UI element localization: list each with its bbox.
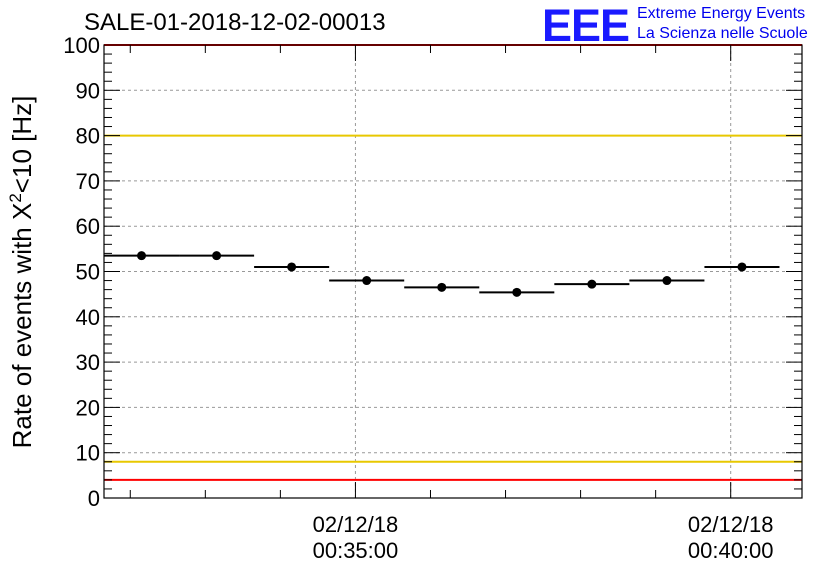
logo-subtitle-line2: La Scienza nelle Scuole <box>637 25 808 42</box>
y-tick-label: 10 <box>76 441 100 466</box>
y-axis-title: Rate of events with X2<10 [Hz] <box>6 96 37 449</box>
data-point <box>587 279 597 289</box>
y-tick-label: 20 <box>76 395 100 420</box>
eee-logo: EEE <box>542 0 630 51</box>
data-point <box>662 276 672 286</box>
y-tick-label: 50 <box>76 260 100 285</box>
axes <box>103 44 803 499</box>
chart-title: SALE-01-2018-12-02-00013 <box>84 9 386 36</box>
data-point <box>737 262 747 272</box>
y-tick-label: 30 <box>76 350 100 375</box>
x-tick-date-label: 02/12/18 <box>688 512 774 537</box>
y-tick-label: 0 <box>88 486 100 511</box>
logo-subtitle-line1: Extreme Energy Events <box>637 5 806 22</box>
y-tick-label: 90 <box>76 78 100 103</box>
y-tick-label: 80 <box>76 124 100 149</box>
x-tick-time-label: 00:40:00 <box>688 538 774 563</box>
x-tick-date-label: 02/12/18 <box>313 512 399 537</box>
data-point <box>362 276 372 286</box>
grid-lines <box>104 45 802 498</box>
y-tick-label: 60 <box>76 214 100 239</box>
data-points <box>104 251 780 297</box>
x-tick-time-label: 00:35:00 <box>313 538 399 563</box>
data-point <box>137 251 147 261</box>
axis-labels: 010203040506070809010002/12/1800:35:0002… <box>63 33 773 563</box>
y-tick-label: 40 <box>76 305 100 330</box>
y-tick-label: 100 <box>63 33 100 58</box>
reference-lines <box>104 44 802 481</box>
data-point <box>212 251 222 261</box>
data-point <box>287 262 297 272</box>
y-tick-label: 70 <box>76 169 100 194</box>
data-point <box>512 287 522 297</box>
data-point <box>437 282 447 292</box>
